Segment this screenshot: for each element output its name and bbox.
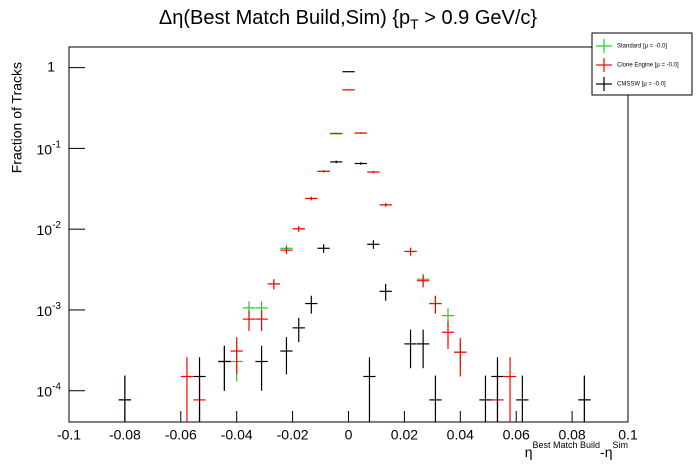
legend-label: CMSSW [μ = -0.0]	[617, 82, 666, 88]
x-tick-label: -0.06	[165, 427, 197, 443]
legend-label: Standard [μ = -0.0]	[617, 44, 667, 50]
x-label-sup: Best Match Build	[533, 440, 601, 450]
y-tick-exponent: -4	[52, 381, 61, 392]
y-tick-base: 10	[37, 303, 53, 319]
x-tick-label: -0.04	[221, 427, 253, 443]
x-tick-label: -0.1	[57, 427, 81, 443]
y-tick-exponent: -1	[52, 139, 61, 150]
y-tick-label: 10-4	[37, 381, 62, 399]
y-tick-base: 10	[37, 222, 53, 238]
title-sub: T	[410, 16, 419, 32]
x-tick-label: 0	[345, 427, 353, 443]
x-tick-label: 0.04	[447, 427, 474, 443]
y-tick-label: 10-1	[37, 139, 62, 157]
x-label-mid: -η	[600, 444, 612, 460]
x-tick-label: 0.1	[618, 427, 638, 443]
y-tick-exponent: -3	[52, 301, 61, 312]
x-tick-label: -0.02	[277, 427, 309, 443]
y-tick-base: 10	[37, 383, 53, 399]
y-tick-label: 10-2	[37, 220, 62, 238]
legend-box	[591, 32, 693, 96]
legend-label: Clone Engine [μ = -0.0]	[617, 63, 679, 69]
x-tick-label: 0.08	[558, 427, 585, 443]
x-tick-label: 0.02	[391, 427, 418, 443]
title-tail: > 0.9 GeV/c}	[419, 7, 538, 29]
y-axis-label: Fraction of Tracks	[9, 62, 25, 173]
x-axis-label: ηBest Match Build-ηSim	[525, 440, 628, 459]
title-main: Δη(Best Match Build,Sim) {p	[159, 7, 410, 29]
y-tick-label: 1	[47, 58, 55, 74]
y-tick-exponent: -2	[52, 220, 61, 231]
y-tick-base: 10	[37, 141, 53, 157]
x-label-sup: Sim	[613, 440, 629, 450]
x-label-main: η	[525, 444, 533, 460]
x-tick-label: -0.08	[109, 427, 141, 443]
plot-frame	[68, 46, 629, 423]
plot-marks	[118, 71, 591, 422]
x-tick-label: 0.06	[503, 427, 530, 443]
y-tick-label: 10-3	[37, 301, 62, 319]
chart-title: Δη(Best Match Build,Sim) {pT > 0.9 GeV/c…	[159, 7, 538, 31]
